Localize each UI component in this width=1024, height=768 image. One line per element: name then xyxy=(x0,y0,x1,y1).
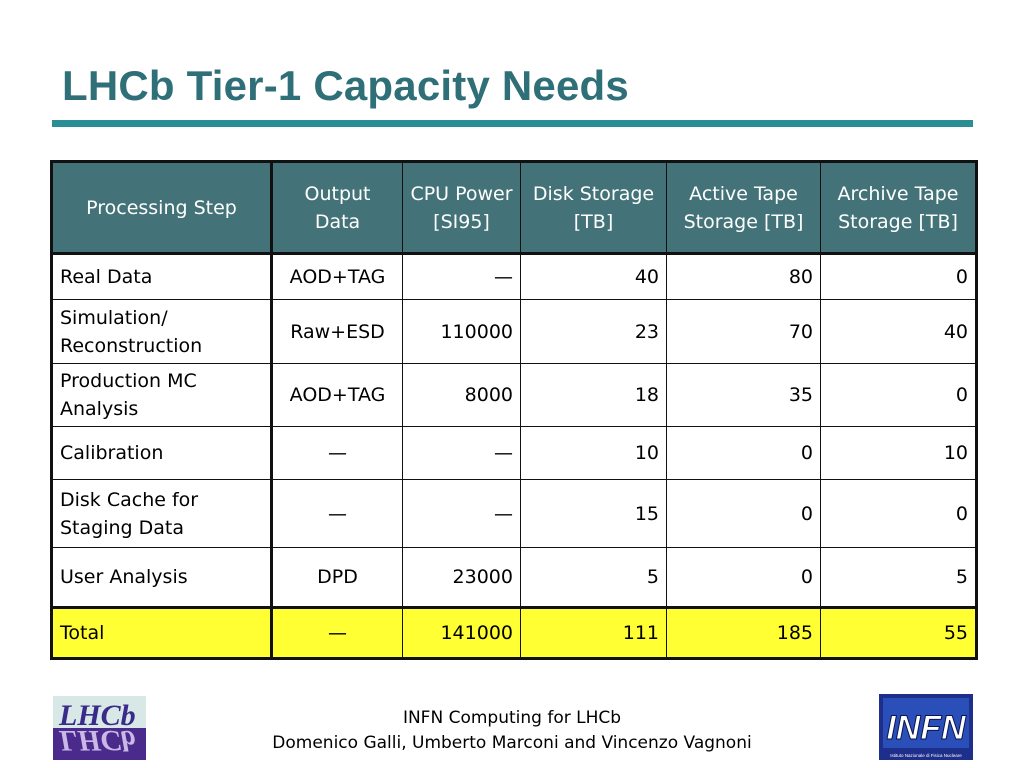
cell-step: Calibration xyxy=(51,426,273,480)
header-archive-tape: Archive Tape Storage [TB] xyxy=(820,161,977,255)
cell-archive: 10 xyxy=(820,426,977,480)
cell-step: Real Data xyxy=(51,253,273,300)
cell-step: Disk Cache for Staging Data xyxy=(51,479,273,548)
lhcb-logo: LHCb LHCb xyxy=(53,696,146,760)
cell-disk: 18 xyxy=(520,363,667,427)
capacity-table: Processing Step Output Data CPU Power [S… xyxy=(50,160,978,660)
svg-text:Istituto Nazionale di Fisica N: Istituto Nazionale di Fisica Nucleare xyxy=(890,753,962,758)
cell-disk: 23 xyxy=(520,299,667,364)
header-cpu-power: CPU Power [SI95] xyxy=(402,161,521,255)
cell-cpu: 8000 xyxy=(402,363,521,427)
cell-cpu: 23000 xyxy=(402,547,521,608)
cell-archive: 5 xyxy=(820,547,977,608)
header-output-data: Output Data xyxy=(271,161,403,255)
table-row: User Analysis DPD 23000 5 0 5 xyxy=(51,547,977,608)
total-output: — xyxy=(271,606,403,659)
cell-output: Raw+ESD xyxy=(271,299,403,364)
cell-cpu: — xyxy=(402,426,521,480)
svg-text:LHCb: LHCb xyxy=(58,724,136,757)
total-step: Total xyxy=(51,606,273,659)
cell-active: 80 xyxy=(666,253,821,300)
title-underline xyxy=(52,120,973,127)
cell-step: Production MC Analysis xyxy=(51,363,273,427)
cell-disk: 5 xyxy=(520,547,667,608)
header-disk-storage: Disk Storage [TB] xyxy=(520,161,667,255)
total-archive: 55 xyxy=(820,606,977,659)
svg-text:LHCb: LHCb xyxy=(58,699,136,732)
cell-cpu: — xyxy=(402,253,521,300)
total-disk: 111 xyxy=(520,606,667,659)
cell-disk: 40 xyxy=(520,253,667,300)
header-processing-step: Processing Step xyxy=(51,161,273,255)
cell-archive: 0 xyxy=(820,253,977,300)
footer-line-1: INFN Computing for LHCb xyxy=(402,708,622,728)
cell-cpu: — xyxy=(402,479,521,548)
cell-step: Simulation/ Reconstruction xyxy=(51,299,273,364)
cell-active: 35 xyxy=(666,363,821,427)
cell-cpu: 110000 xyxy=(402,299,521,364)
slide-title: LHCb Tier-1 Capacity Needs xyxy=(62,62,629,109)
total-cpu: 141000 xyxy=(402,606,521,659)
total-active: 185 xyxy=(666,606,821,659)
footer-line-2: Domenico Galli, Umberto Marconi and Vinc… xyxy=(272,733,752,753)
footer: INFN Computing for LHCb Domenico Galli, … xyxy=(0,706,1024,756)
cell-active: 0 xyxy=(666,479,821,548)
header-active-tape: Active Tape Storage [TB] xyxy=(666,161,821,255)
cell-archive: 0 xyxy=(820,479,977,548)
table-row: Simulation/ Reconstruction Raw+ESD 11000… xyxy=(51,299,977,364)
cell-step: User Analysis xyxy=(51,547,273,608)
table-row: Production MC Analysis AOD+TAG 8000 18 3… xyxy=(51,363,977,427)
table-row: Calibration — — 10 0 10 xyxy=(51,426,977,480)
table-row: Real Data AOD+TAG — 40 80 0 xyxy=(51,253,977,300)
infn-logo: INFN Istituto Nazionale di Fisica Nuclea… xyxy=(879,694,973,760)
cell-output: — xyxy=(271,426,403,480)
cell-active: 0 xyxy=(666,426,821,480)
cell-archive: 0 xyxy=(820,363,977,427)
cell-archive: 40 xyxy=(820,299,977,364)
cell-output: AOD+TAG xyxy=(271,363,403,427)
cell-disk: 10 xyxy=(520,426,667,480)
cell-disk: 15 xyxy=(520,479,667,548)
cell-output: — xyxy=(271,479,403,548)
cell-output: DPD xyxy=(271,547,403,608)
total-row: Total — 141000 111 185 55 xyxy=(51,606,977,659)
svg-text:INFN: INFN xyxy=(886,709,967,747)
cell-output: AOD+TAG xyxy=(271,253,403,300)
table-row: Disk Cache for Staging Data — — 15 0 0 xyxy=(51,479,977,548)
header-row: Processing Step Output Data CPU Power [S… xyxy=(51,161,977,255)
cell-active: 70 xyxy=(666,299,821,364)
cell-active: 0 xyxy=(666,547,821,608)
